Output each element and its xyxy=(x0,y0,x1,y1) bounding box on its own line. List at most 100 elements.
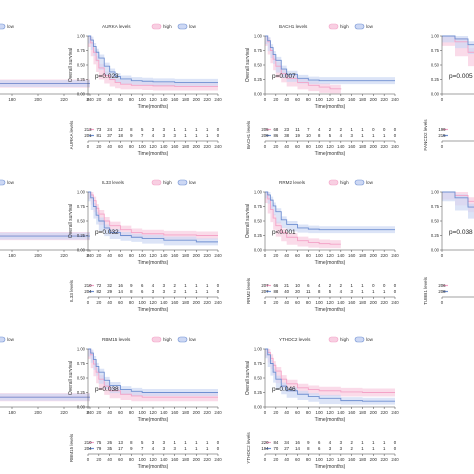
risk-count: 3 xyxy=(340,446,343,451)
risk-count: 4 xyxy=(152,446,155,451)
legend-high-label: high xyxy=(340,180,349,185)
risk-x-tick-label: 140 xyxy=(160,457,168,462)
risk-x-tick-label: 120 xyxy=(326,144,334,149)
legend-low-label: low xyxy=(7,180,15,185)
risk-count: 0 xyxy=(217,283,220,288)
legend-high-label: high xyxy=(340,337,349,342)
risk-count: 75 xyxy=(96,440,101,445)
risk-x-tick-label: 60 xyxy=(118,300,123,305)
x-axis-label: Time(months) xyxy=(315,417,346,423)
km-panel-8: low160180200220240 xyxy=(0,336,94,415)
risk-x-tick-label: 0 xyxy=(264,457,267,462)
risk-count: 1 xyxy=(361,133,364,138)
y-tick-label: 0.25 xyxy=(431,77,440,82)
risk-x-tick-label: 0 xyxy=(441,300,444,305)
risk-table-label: BACH1 levels xyxy=(246,120,251,149)
risk-count: 21 xyxy=(284,283,289,288)
x-tick-label: 60 xyxy=(295,410,300,415)
risk-x-tick-label: 40 xyxy=(284,144,289,149)
risk-count: 1 xyxy=(206,283,209,288)
risk-count: 207 xyxy=(261,283,269,288)
risk-table-label: FANCD2 levels xyxy=(423,119,428,151)
risk-count: 9 xyxy=(130,446,133,451)
legend-title: YTHDC2 levels xyxy=(279,337,311,342)
risk-x-tick-label: 200 xyxy=(370,144,378,149)
risk-x-tick-label: 140 xyxy=(337,457,345,462)
x-tick-label: 200 xyxy=(193,253,201,258)
x-tick-label: 0 xyxy=(441,253,444,258)
risk-x-axis-label: Time(months) xyxy=(138,307,169,313)
p-value: p<0.001 xyxy=(272,229,296,236)
km-panel-3: 0.000.250.500.751.0002040p=0.00519980272… xyxy=(423,34,474,151)
x-tick-label: 120 xyxy=(149,97,157,102)
risk-x-tick-label: 20 xyxy=(96,457,101,462)
y-axis-label: Overall survival xyxy=(245,361,251,395)
curve-high xyxy=(88,35,218,87)
y-tick-label: 1.00 xyxy=(254,190,263,195)
legend-low-swatch xyxy=(354,336,365,343)
legend-low-label: low xyxy=(366,337,374,342)
y-tick-label: 0.50 xyxy=(431,219,440,224)
x-tick-label: 40 xyxy=(107,97,112,102)
risk-count: 1 xyxy=(195,440,198,445)
risk-count: 210 xyxy=(84,440,92,445)
y-tick-label: 0.25 xyxy=(77,390,86,395)
risk-count: 2 xyxy=(173,283,176,288)
x-tick-label: 240 xyxy=(86,253,94,258)
x-tick-label: 240 xyxy=(214,253,222,258)
risk-x-tick-label: 80 xyxy=(129,300,134,305)
x-tick-label: 180 xyxy=(8,410,16,415)
risk-count: 0 xyxy=(217,133,220,138)
p-value: p=0.007 xyxy=(272,73,296,80)
risk-count: 2 xyxy=(340,127,343,132)
x-tick-label: 60 xyxy=(118,253,123,258)
risk-count: 209 xyxy=(261,133,269,138)
legend-low-swatch xyxy=(354,179,365,186)
risk-x-tick-label: 20 xyxy=(96,144,101,149)
risk-x-tick-label: 220 xyxy=(381,457,389,462)
x-tick-label: 180 xyxy=(182,97,190,102)
y-axis-label: Overall survival xyxy=(68,361,74,395)
x-tick-label: 180 xyxy=(8,253,16,258)
y-tick-label: 1.00 xyxy=(77,347,86,352)
legend-low-swatch xyxy=(0,23,6,30)
legend-low-label: low xyxy=(366,24,374,29)
risk-count: 1 xyxy=(372,440,375,445)
x-tick-label: 240 xyxy=(86,410,94,415)
x-tick-label: 220 xyxy=(60,97,68,102)
risk-count: 5 xyxy=(141,127,144,132)
risk-x-axis-label: Time(months) xyxy=(138,151,169,157)
curve-low xyxy=(88,191,218,243)
x-tick-label: 200 xyxy=(370,97,378,102)
legend-high-label: high xyxy=(163,180,172,185)
x-tick-label: 220 xyxy=(381,410,389,415)
risk-x-tick-label: 40 xyxy=(107,300,112,305)
risk-x-tick-label: 0 xyxy=(87,144,90,149)
risk-x-tick-label: 40 xyxy=(107,144,112,149)
risk-x-tick-label: 80 xyxy=(129,457,134,462)
x-tick-label: 240 xyxy=(214,97,222,102)
x-tick-label: 180 xyxy=(182,253,190,258)
risk-count: 0 xyxy=(383,127,386,132)
risk-count: 4 xyxy=(152,283,155,288)
x-tick-label: 200 xyxy=(34,97,42,102)
risk-count: 1 xyxy=(184,283,187,288)
risk-count: 73 xyxy=(96,127,101,132)
curve-high xyxy=(265,191,341,245)
y-tick-label: 0.00 xyxy=(254,92,263,97)
risk-count: 26 xyxy=(107,440,112,445)
legend-high-label: high xyxy=(163,24,172,29)
risk-x-tick-label: 120 xyxy=(149,300,157,305)
x-tick-label: 160 xyxy=(171,253,179,258)
y-tick-label: 0.00 xyxy=(254,248,263,253)
risk-count: 1 xyxy=(195,283,198,288)
legend-low-swatch xyxy=(0,179,6,186)
risk-count: 204 xyxy=(84,289,92,294)
legend-title: AURKA levels xyxy=(102,24,131,29)
x-tick-label: 220 xyxy=(60,253,68,258)
